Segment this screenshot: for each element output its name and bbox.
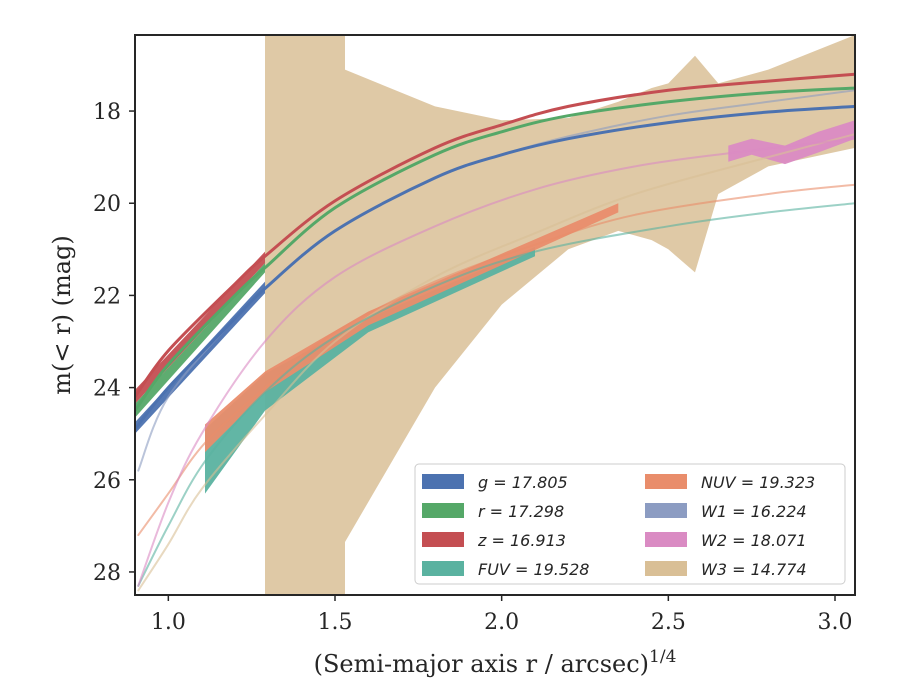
legend-swatch <box>422 561 464 576</box>
line-series-2 <box>135 72 855 399</box>
legend-label: W3 = 14.774 <box>701 560 807 579</box>
y-tick-label: 28 <box>93 561 121 586</box>
x-tick-label: 2.0 <box>484 610 519 635</box>
band-series-1 <box>135 263 265 418</box>
plot-frame <box>134 34 856 596</box>
y-axis-label: m(< r) (mag) <box>48 235 76 394</box>
x-axis-ticks: 1.0 1.5 2.0 2.5 3.0 <box>151 595 853 635</box>
band-series-7 <box>265 35 855 595</box>
legend-label: z = 16.913 <box>477 531 566 550</box>
legend-label: W2 = 18.071 <box>701 531 807 550</box>
y-tick-label: 24 <box>93 377 121 402</box>
y-tick-label: 20 <box>93 192 121 217</box>
legend-swatch <box>645 474 687 489</box>
legend-label: r = 17.298 <box>478 502 564 521</box>
legend-label: FUV = 19.528 <box>478 560 589 579</box>
line-series-3 <box>137 202 855 587</box>
legend-swatch <box>645 503 687 518</box>
legend-label: W1 = 16.224 <box>701 502 807 521</box>
y-tick-label: 22 <box>93 284 121 309</box>
y-tick-label: 26 <box>93 469 121 494</box>
x-tick-label: 3.0 <box>818 610 853 635</box>
legend: g = 17.805 r = 17.298 z = 16.913 FUV = 19.5… <box>414 463 846 585</box>
line-series-1 <box>135 86 855 413</box>
x-axis-label: (Semi-major axis r / arcsec)1/4 <box>314 647 677 678</box>
legend-label: g = 17.805 <box>478 473 568 492</box>
legend-swatch <box>422 503 464 518</box>
x-tick-label: 2.5 <box>651 610 686 635</box>
line-series-0 <box>135 104 855 431</box>
legend-swatch <box>422 532 464 547</box>
legend-label: NUV = 19.323 <box>701 473 815 492</box>
x-tick-label: 1.0 <box>151 610 186 635</box>
legend-frame <box>414 463 846 585</box>
band-series-6 <box>728 120 855 165</box>
y-tick-label: 18 <box>93 100 121 125</box>
legend-swatch <box>645 532 687 547</box>
x-axis-label-exponent: 1/4 <box>649 647 676 667</box>
line-series-4 <box>137 183 855 537</box>
y-axis-ticks: 18 20 22 24 26 28 <box>93 100 135 586</box>
line-series-6 <box>137 137 855 587</box>
line-series-7 <box>137 133 855 592</box>
legend-swatch <box>645 561 687 576</box>
x-tick-label: 1.5 <box>318 610 353 635</box>
band-series-4 <box>205 203 619 453</box>
legend-swatch <box>422 474 464 489</box>
series-lines <box>135 72 855 592</box>
